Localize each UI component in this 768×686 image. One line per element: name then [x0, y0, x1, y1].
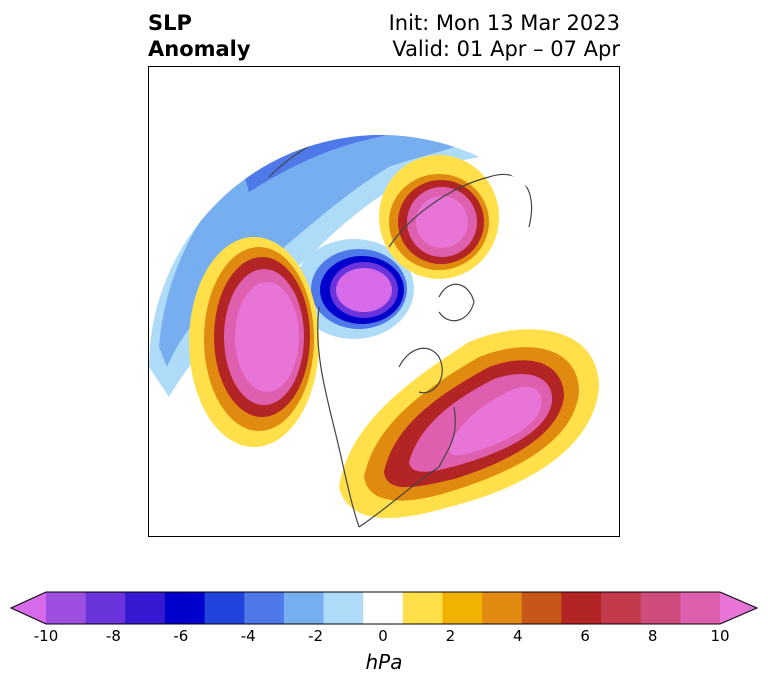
- colorbar-cell: [244, 592, 285, 624]
- atlantic-high-core: [449, 386, 542, 456]
- valid-range: Valid: 01 Apr – 07 Apr: [392, 37, 620, 61]
- siberia-coast: [388, 173, 533, 248]
- colorbar-cell: [283, 592, 325, 624]
- colorbar-tick-label: 6: [580, 627, 590, 645]
- colorbar-tick-label: 8: [647, 627, 658, 645]
- colorbar-cell: [85, 592, 126, 624]
- colorbar-cell: [164, 592, 206, 624]
- arctic-low-core: [336, 268, 392, 312]
- colorbar: [10, 591, 758, 625]
- colorbar-tick-label: -8: [105, 627, 121, 645]
- hudson-bay: [398, 347, 443, 394]
- colorbar-tick-label: -2: [308, 627, 324, 645]
- colorbar-cell: [521, 592, 562, 624]
- negative-anomaly-band: [159, 135, 509, 367]
- slp-anomaly-map: [149, 112, 613, 536]
- colorbar-cell: [125, 592, 166, 624]
- colorbar-cell: [482, 592, 523, 624]
- colorbar-extend-high: [720, 592, 757, 624]
- colorbar-extend-low: [11, 592, 46, 624]
- colorbar-tick-label: -4: [240, 627, 256, 645]
- title-variable: SLP: [148, 11, 192, 35]
- colorbar-cell: [204, 592, 245, 624]
- colorbar-cell: [363, 592, 404, 624]
- title-variable-qualifier: Anomaly: [148, 37, 251, 61]
- greenland: [438, 283, 475, 322]
- colorbar-tick-label: 2: [445, 627, 456, 645]
- colorbar-tick-label: -10: [33, 627, 59, 645]
- colorbar-tick-label: -6: [173, 627, 189, 645]
- colorbar-cell: [402, 592, 443, 624]
- colorbar-cell: [601, 592, 642, 624]
- siberian-high-core: [416, 196, 468, 248]
- colorbar-cell: [640, 592, 681, 624]
- colorbar-outline: [10, 591, 758, 625]
- colorbar-cell: [561, 592, 602, 624]
- east-coast-north-america: [358, 406, 456, 528]
- chart-title-right: Init: Mon 13 Mar 2023 Valid: 01 Apr – 07…: [389, 10, 620, 62]
- pacific-high-core: [235, 282, 299, 392]
- west-coast-north-america: [317, 306, 360, 528]
- colorbar-cell: [680, 592, 721, 624]
- init-date: Init: Mon 13 Mar 2023: [388, 11, 620, 35]
- colorbar-cell: [46, 592, 87, 624]
- colorbar-unit-label: hPa: [365, 650, 403, 674]
- colorbar-cell: [442, 592, 483, 624]
- negative-anomaly-scandinavia: [344, 112, 384, 132]
- colorbar-tick-label: 4: [513, 627, 523, 645]
- colorbar-cell: [323, 592, 364, 624]
- colorbar-tick-label: 0: [378, 627, 388, 645]
- colorbar-tick-label: 10: [710, 627, 730, 645]
- chart-title-left: SLP Anomaly: [148, 10, 251, 62]
- colorbar-cells: [11, 592, 757, 624]
- map-panel: [148, 66, 620, 537]
